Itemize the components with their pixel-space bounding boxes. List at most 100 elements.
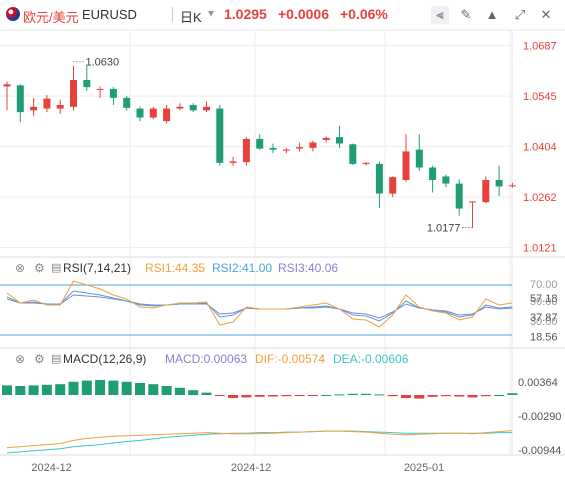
candle [495, 165, 503, 197]
candle-body [495, 180, 503, 187]
candle-body [229, 161, 237, 163]
indicator-icon[interactable]: ⫷ [431, 6, 449, 24]
draw-icon[interactable]: ✎ [460, 7, 472, 22]
header-divider [172, 7, 173, 22]
timeframe-selector[interactable]: 日K [180, 10, 202, 25]
macd-value: MACD:0.00063 [165, 352, 248, 366]
macd-collapse-icon[interactable]: ⊗ [15, 352, 26, 366]
macd-histogram-bar [440, 395, 451, 397]
price-tick-label: 1.0687 [523, 40, 557, 52]
macd-settings-icon[interactable]: ⚙ [34, 352, 45, 366]
candle-body [455, 183, 463, 209]
macd-histogram-bar [414, 395, 425, 399]
candle-body [176, 106, 184, 109]
candle [349, 143, 357, 165]
candle-body [216, 108, 224, 163]
settings-icon[interactable]: ▲ [485, 7, 499, 22]
candle [362, 162, 370, 166]
last-price: 1.0295 [224, 6, 267, 22]
candle [415, 134, 423, 172]
macd-histogram-bar [454, 395, 465, 397]
candle [43, 95, 51, 113]
candle-body [402, 151, 410, 180]
candle-body [336, 137, 343, 144]
high-annotation: 1.0630 [86, 57, 120, 69]
rsi-tick-label: 70.00 [530, 279, 558, 291]
rsi-settings-icon[interactable]: ⚙ [34, 261, 45, 275]
candle [469, 201, 476, 228]
candle-body [56, 105, 64, 109]
candle-body [70, 80, 77, 107]
candle [455, 179, 463, 216]
pair-code[interactable]: EURUSD [82, 7, 137, 22]
macd-histogram-bar [41, 384, 52, 395]
close-icon[interactable]: ✕ [540, 7, 552, 22]
candle-body [163, 108, 171, 122]
macd-histogram-bar [28, 385, 39, 395]
candle [296, 142, 304, 152]
candle [309, 140, 317, 152]
candle [322, 136, 330, 143]
rsi2-value: RSI2:41.00 [212, 261, 273, 275]
candle-body [309, 142, 317, 148]
macd-histogram-bar [241, 395, 252, 398]
rsi3-line [6, 294, 513, 319]
candle [176, 103, 184, 111]
rsi1-line [6, 280, 513, 328]
candle-body [322, 137, 330, 140]
low-annotation: 1.0177 [427, 223, 461, 235]
candle [442, 174, 450, 188]
candle-body [469, 201, 476, 203]
macd-histogram-bar [135, 383, 145, 395]
rsi-collapse-icon[interactable]: ⊗ [15, 261, 26, 275]
rsi-title: RSI(7,14,21) [63, 261, 132, 275]
candle [375, 161, 383, 208]
candle-body [362, 162, 370, 164]
candle [189, 103, 197, 113]
candle-body [83, 80, 91, 88]
timeframe-dropdown-icon[interactable]: ▾ [208, 6, 215, 20]
dif-value: DIF:-0.00574 [255, 352, 326, 366]
macd-histogram-bar [214, 395, 225, 396]
macd-tick-label: -0.00944 [518, 445, 561, 457]
candle-body [508, 185, 516, 187]
macd-histogram-bar [467, 395, 478, 398]
candle [83, 65, 91, 91]
price-change-percent: +0.06% [340, 6, 388, 22]
price-tick-label: 1.0262 [523, 192, 557, 204]
macd-histogram-bar [108, 380, 119, 395]
macd-histogram-bar [188, 390, 199, 395]
candle-body [109, 88, 117, 98]
expand-icon[interactable]: ⤢ [514, 7, 526, 22]
candle [149, 106, 157, 120]
candle [123, 96, 131, 111]
macd-histogram-bar [480, 395, 491, 397]
macd-histogram-bar [161, 386, 172, 395]
macd-histogram-bar [268, 395, 278, 397]
price-change: +0.0006 [278, 6, 329, 22]
macd-histogram-bar [81, 380, 92, 395]
candle [203, 101, 210, 113]
candle-body [16, 85, 24, 113]
candle-body [269, 147, 277, 150]
rsi-menu-icon[interactable]: ▤ [51, 262, 62, 274]
candle [269, 143, 277, 154]
candle-body [149, 108, 157, 118]
macd-histogram-bar [2, 385, 12, 395]
candle [56, 99, 64, 114]
candle [136, 106, 144, 122]
candle [282, 147, 290, 154]
macd-histogram-bar [228, 395, 239, 398]
candle-body [349, 144, 357, 164]
rsi1-value: RSI1:44.35 [145, 261, 206, 275]
xaxis-date-label: 2024-12 [31, 462, 71, 474]
candle [163, 105, 171, 124]
macd-menu-icon[interactable]: ▤ [51, 353, 62, 365]
rsi-tick-label: 50.00 [530, 296, 558, 308]
pair-name[interactable]: 欧元/美元 [23, 10, 79, 25]
rsi-tick-label: 57.18 [530, 293, 558, 305]
candle [3, 81, 11, 111]
macd-histogram-bar [15, 386, 26, 395]
rsi-tick-label: 37.87 [530, 312, 558, 324]
